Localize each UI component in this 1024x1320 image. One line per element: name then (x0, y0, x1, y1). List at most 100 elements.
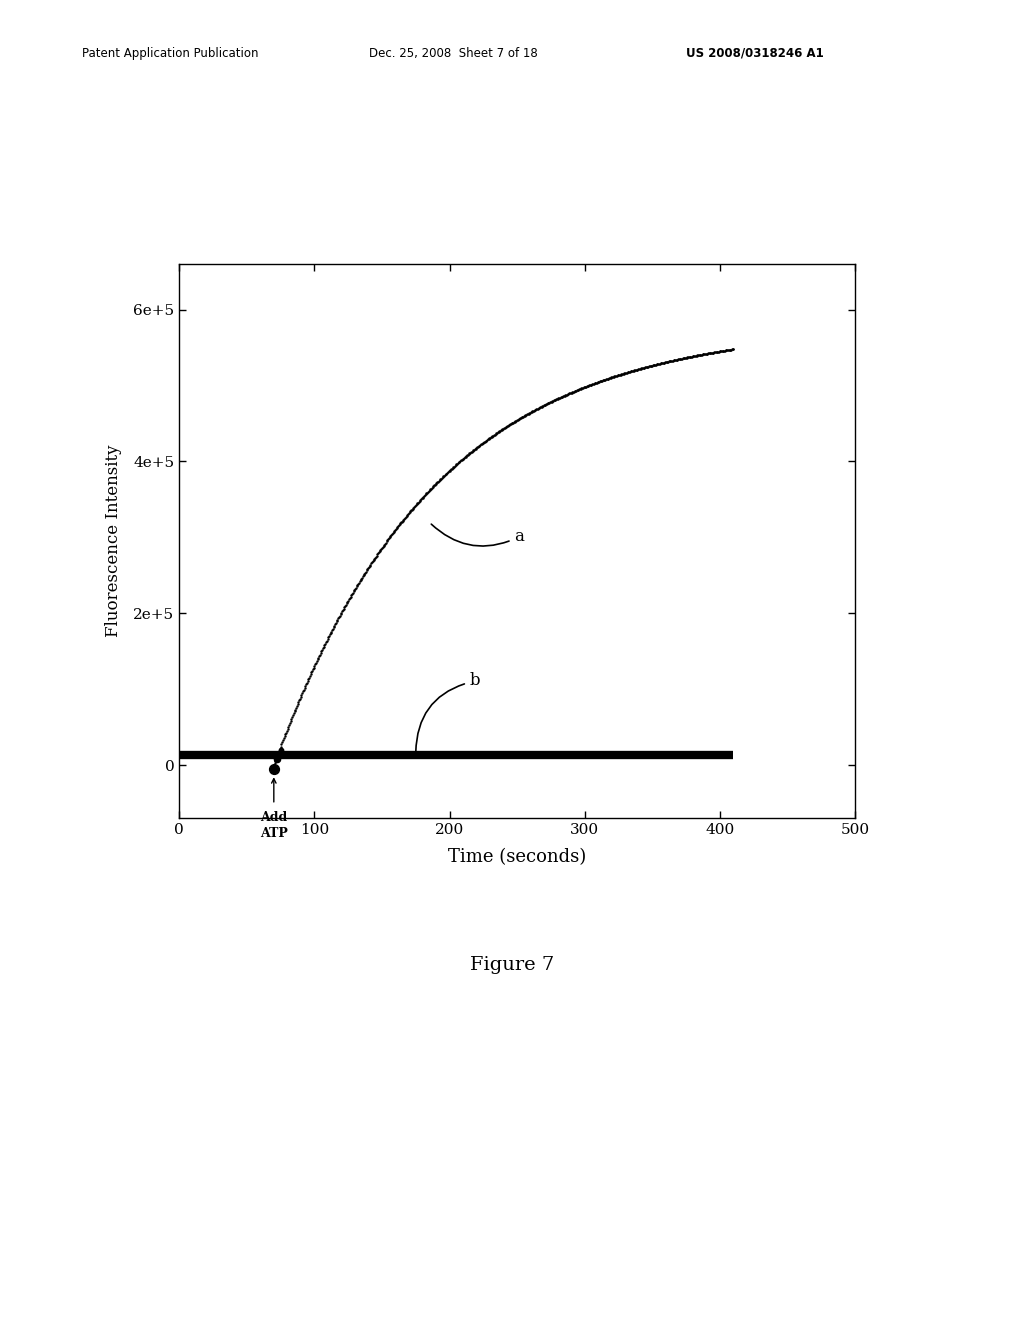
Point (550, 388, 566, 409)
Point (286, 702, 302, 723)
Point (299, 672, 315, 693)
Point (469, 437, 485, 458)
Point (337, 595, 353, 616)
Point (311, 645, 328, 667)
Point (654, 352, 671, 374)
Point (645, 355, 662, 376)
Point (555, 385, 571, 407)
Point (388, 519, 404, 540)
Point (456, 447, 472, 469)
Point (394, 511, 411, 532)
Point (523, 401, 540, 422)
Point (404, 498, 421, 519)
Point (690, 345, 707, 366)
Point (412, 490, 428, 511)
Point (324, 619, 340, 640)
Point (340, 590, 356, 611)
Point (470, 436, 486, 457)
Point (595, 370, 611, 391)
Point (724, 339, 740, 360)
Point (586, 374, 602, 395)
Point (724, 339, 740, 360)
Point (378, 532, 394, 553)
Point (445, 457, 462, 478)
Point (578, 376, 594, 397)
Point (535, 396, 551, 417)
Point (317, 631, 334, 652)
Point (326, 616, 342, 638)
Point (701, 343, 718, 364)
Point (549, 388, 565, 409)
Point (698, 343, 715, 364)
Point (550, 388, 566, 409)
Point (307, 653, 324, 675)
Point (285, 705, 301, 726)
Point (577, 376, 593, 397)
Point (394, 510, 411, 531)
Point (296, 678, 312, 700)
Point (660, 351, 677, 372)
Point (643, 355, 659, 376)
Point (673, 348, 689, 370)
Point (644, 355, 660, 376)
Point (651, 354, 668, 375)
Point (688, 345, 705, 366)
Point (668, 350, 684, 371)
Point (690, 345, 707, 366)
Point (493, 420, 509, 441)
Point (647, 354, 664, 375)
Point (566, 380, 583, 401)
Point (424, 477, 440, 498)
Point (430, 470, 446, 491)
Point (353, 569, 370, 590)
Point (568, 380, 585, 401)
Point (509, 409, 525, 430)
Point (269, 744, 286, 766)
Point (712, 341, 728, 362)
Point (345, 582, 361, 603)
Point (321, 627, 337, 648)
Point (512, 408, 528, 429)
Point (295, 681, 311, 702)
Point (406, 498, 422, 519)
Point (410, 492, 426, 513)
Point (289, 696, 305, 717)
Point (323, 623, 339, 644)
Point (502, 414, 518, 436)
Point (611, 364, 628, 385)
Point (543, 391, 559, 412)
Point (390, 516, 407, 537)
Point (384, 524, 400, 545)
Point (399, 504, 416, 525)
Point (605, 367, 622, 388)
Point (618, 362, 635, 383)
Point (529, 397, 546, 418)
Point (717, 341, 733, 362)
Point (344, 583, 360, 605)
Point (306, 655, 323, 676)
Point (358, 560, 375, 581)
Point (718, 339, 734, 360)
Point (313, 640, 330, 661)
Point (266, 752, 283, 774)
Point (538, 395, 554, 416)
Point (354, 568, 371, 589)
Point (391, 513, 408, 535)
Point (660, 351, 677, 372)
Point (685, 346, 701, 367)
Point (382, 527, 398, 548)
Point (558, 384, 574, 405)
Point (290, 692, 306, 713)
Point (280, 718, 296, 739)
Point (674, 348, 690, 370)
Point (332, 605, 348, 626)
Point (639, 356, 655, 378)
Point (348, 576, 365, 597)
Point (370, 543, 386, 564)
Point (571, 379, 588, 400)
Point (583, 375, 599, 396)
Point (420, 482, 436, 503)
Point (687, 346, 703, 367)
Point (271, 741, 288, 762)
Point (282, 713, 298, 734)
